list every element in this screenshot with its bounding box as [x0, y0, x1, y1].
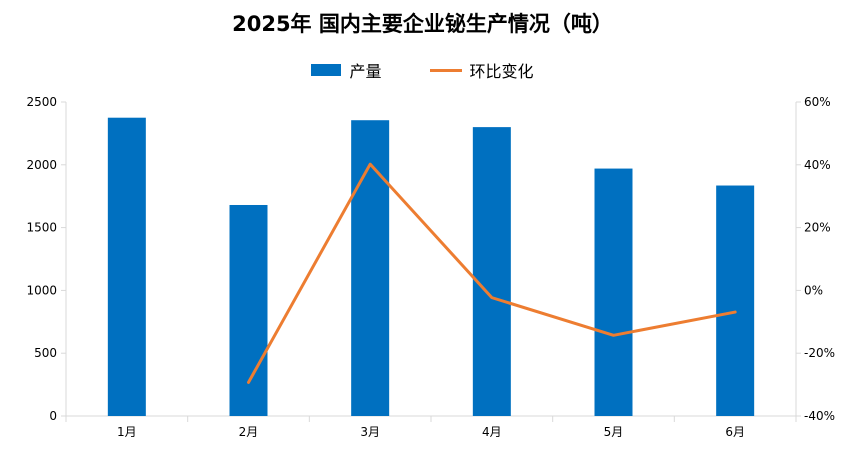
y-right-tick-label: 20%	[804, 221, 831, 235]
legend-swatch-bar	[311, 64, 342, 76]
x-tick-label: 1月	[117, 425, 137, 439]
legend: 产量 环比变化	[0, 58, 845, 82]
legend-swatch-line	[429, 68, 462, 72]
y-right-tick-label: 0%	[804, 283, 823, 297]
bar-production	[107, 117, 146, 416]
y-left-tick-label: 0	[49, 409, 57, 423]
y-left-tick-label: 2000	[26, 158, 57, 172]
bar-production	[716, 185, 755, 416]
y-left-tick-label: 1000	[26, 283, 57, 297]
legend-item-mom-change[interactable]: 环比变化	[429, 58, 534, 82]
bar-production	[472, 127, 511, 417]
y-right-tick-label: 40%	[804, 158, 831, 172]
x-tick-label: 5月	[604, 425, 624, 439]
y-left-tick-label: 1500	[26, 221, 57, 235]
y-right-tick-label: -40%	[804, 409, 835, 423]
chart-title: 2025年 国内主要企业铋生产情况（吨）	[232, 12, 613, 36]
y-left-tick-label: 500	[34, 346, 57, 360]
y-left-tick-label: 2500	[26, 95, 57, 109]
bar-production	[351, 120, 390, 416]
legend-label-mom-change: 环比变化	[469, 62, 534, 81]
y-right-tick-label: -20%	[804, 346, 835, 360]
line-mom-change	[247, 162, 737, 384]
bar-production	[229, 204, 268, 416]
legend-label-production: 产量	[349, 62, 382, 81]
x-tick-label: 4月	[482, 425, 502, 439]
legend-item-production[interactable]: 产量	[311, 58, 382, 82]
x-tick-label: 2月	[239, 425, 259, 439]
x-tick-label: 3月	[360, 425, 380, 439]
bar-production	[594, 168, 633, 416]
y-right-tick-label: 60%	[804, 95, 831, 109]
x-tick-label: 6月	[725, 425, 745, 439]
